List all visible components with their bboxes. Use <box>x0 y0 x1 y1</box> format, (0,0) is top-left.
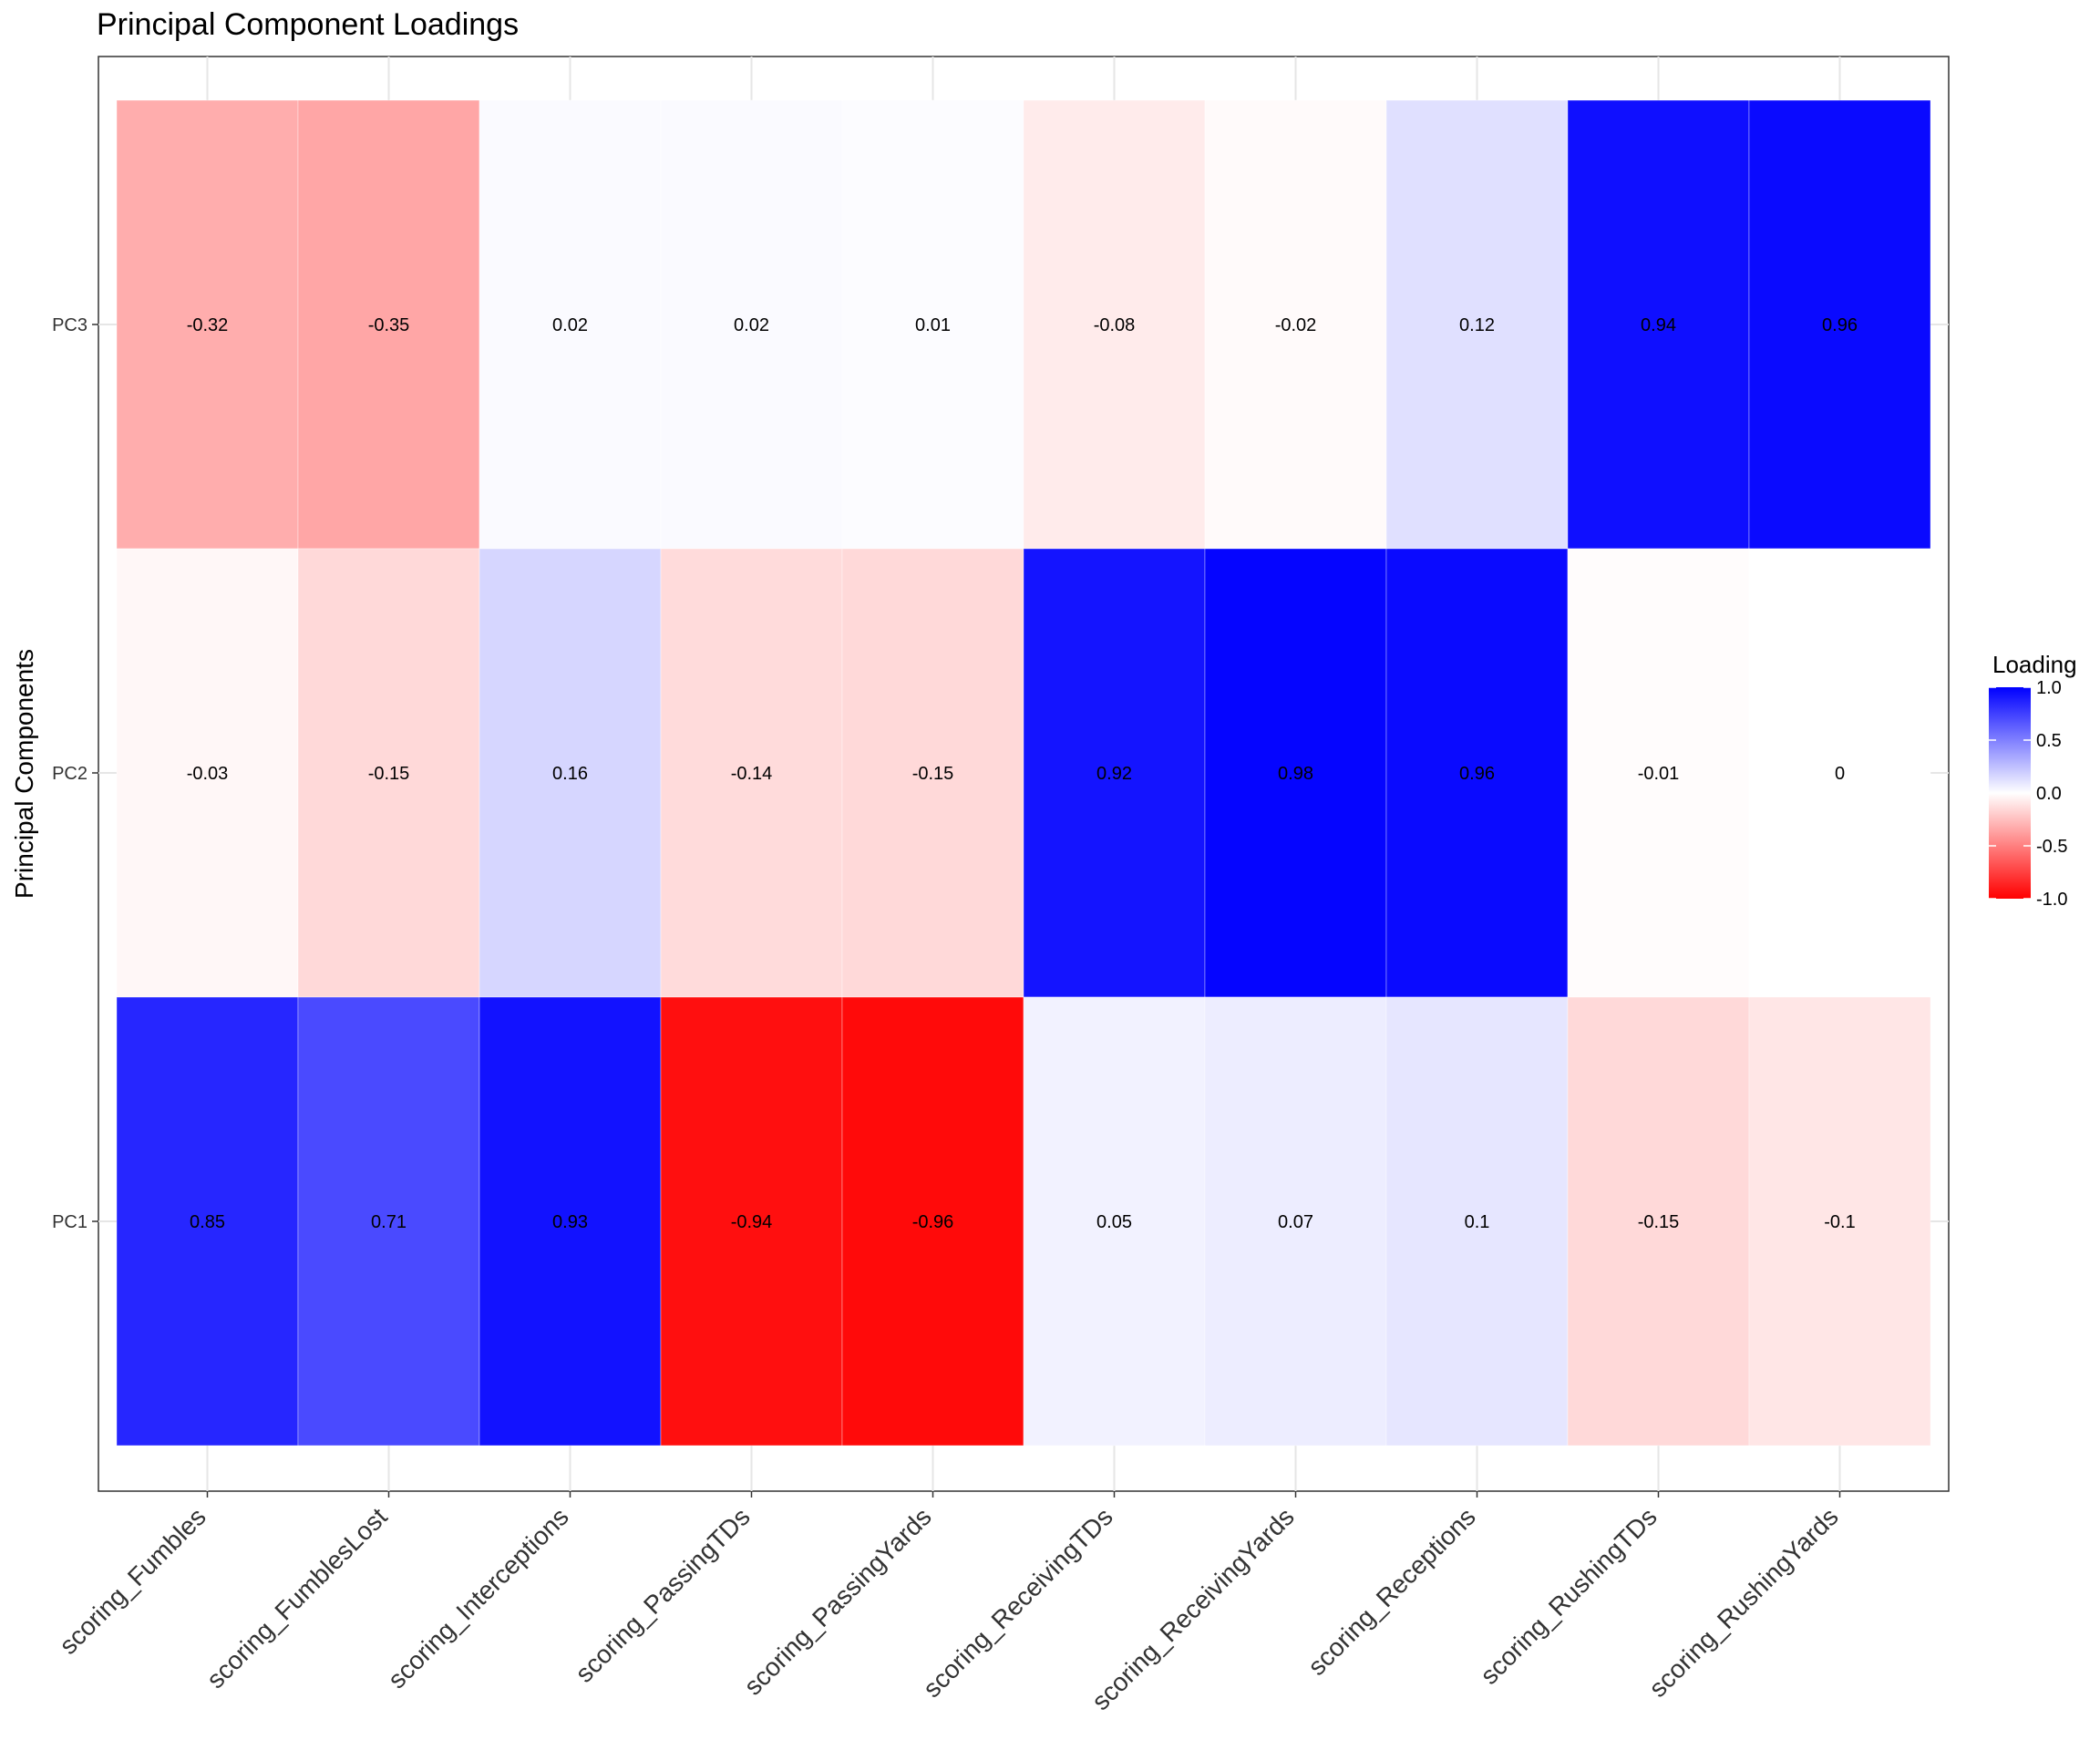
heatmap-cell-PC2-scoring_Fumbles <box>116 548 299 998</box>
cell-label-PC2-scoring_ReceivingTDs: 0.92 <box>1096 764 1132 784</box>
legend-tick-label: -0.5 <box>2036 837 2067 857</box>
heatmap-cell-PC1-scoring_Fumbles <box>116 996 299 1446</box>
chart-title: Principal Component Loadings <box>97 7 520 42</box>
y-axis-ticks: PC3 PC2 PC1 <box>52 315 98 1232</box>
cell-label-PC2-scoring_RushingYards: 0 <box>1835 764 1845 784</box>
cell-label-PC1-scoring_PassingTDs: -0.94 <box>731 1212 773 1232</box>
x-tick-label-scoring_RushingTDs: scoring_RushingTDs <box>1475 1502 1662 1690</box>
cell-label-PC2-scoring_Fumbles: -0.03 <box>187 764 229 784</box>
cell-label-PC3-scoring_RushingYards: 0.96 <box>1822 315 1858 335</box>
heatmap-cell-PC2-scoring_PassingTDs <box>660 548 843 998</box>
cell-label-PC2-scoring_PassingTDs: -0.14 <box>731 764 773 784</box>
legend-ticks: 1.0 0.5 0.0 -0.5 -1.0 <box>1989 678 2067 910</box>
heatmap-cell-PC2-scoring_Receptions <box>1385 548 1569 998</box>
heatmap-cell-PC3-scoring_ReceivingTDs <box>1023 99 1206 550</box>
cell-label-PC3-scoring_Receptions: 0.12 <box>1459 315 1495 335</box>
x-tick-label-scoring_FumblesLost: scoring_FumblesLost <box>201 1502 393 1693</box>
cell-label-PC3-scoring_ReceivingYards: -0.02 <box>1275 315 1317 335</box>
x-tick-label-scoring_PassingYards: scoring_PassingYards <box>738 1502 936 1700</box>
heatmap-cell-PC2-scoring_FumblesLost <box>297 548 480 998</box>
cell-label-PC1-scoring_ReceivingTDs: 0.05 <box>1096 1212 1132 1232</box>
heatmap-cell-PC2-scoring_PassingYards <box>841 548 1024 998</box>
heatmap-cell-PC2-scoring_RushingYards <box>1748 548 1931 998</box>
heatmap-cell-PC3-scoring_Receptions <box>1385 99 1569 550</box>
heatmap-cell-PC2-scoring_ReceivingTDs <box>1023 548 1206 998</box>
cell-label-PC1-scoring_Fumbles: 0.85 <box>190 1212 225 1232</box>
cell-label-PC3-scoring_RushingTDs: 0.94 <box>1641 315 1676 335</box>
x-tick-label-scoring_RushingYards: scoring_RushingYards <box>1643 1502 1844 1703</box>
heatmap-cell-PC2-scoring_ReceivingYards <box>1204 548 1387 998</box>
cell-label-PC1-scoring_ReceivingYards: 0.07 <box>1278 1212 1313 1232</box>
cell-label-PC3-scoring_Fumbles: -0.32 <box>187 315 229 335</box>
heatmap-cell-PC1-scoring_RushingYards <box>1748 996 1931 1446</box>
heatmap-cell-PC1-scoring_PassingTDs <box>660 996 843 1446</box>
legend-tick-label: 0.5 <box>2036 731 2062 751</box>
cell-label-PC1-scoring_RushingYards: -0.1 <box>1824 1212 1855 1232</box>
x-tick-label-scoring_PassingTDs: scoring_PassingTDs <box>570 1502 755 1687</box>
x-tick-label-scoring_Interceptions: scoring_Interceptions <box>383 1502 574 1693</box>
legend-tick-label: 1.0 <box>2036 678 2062 698</box>
heatmap-cell-PC2-scoring_Interceptions <box>479 548 662 998</box>
legend-tick-label: 0.0 <box>2036 784 2062 804</box>
cell-label-PC3-scoring_PassingTDs: 0.02 <box>734 315 769 335</box>
y-tick-label-PC2: PC2 <box>52 764 88 784</box>
cell-label-PC1-scoring_Interceptions: 0.93 <box>552 1212 588 1232</box>
heatmap-cell-PC3-scoring_RushingTDs <box>1567 99 1750 550</box>
y-tick-label-PC3: PC3 <box>52 315 88 335</box>
cell-label-PC3-scoring_ReceivingTDs: -0.08 <box>1094 315 1136 335</box>
heatmap-cell-PC3-scoring_RushingYards <box>1748 99 1931 550</box>
cell-label-PC1-scoring_PassingYards: -0.96 <box>912 1212 954 1232</box>
heatmap-cell-PC1-scoring_FumblesLost <box>297 996 480 1446</box>
x-tick-label-scoring_ReceivingTDs: scoring_ReceivingTDs <box>918 1502 1118 1703</box>
y-axis-title: Principal Components <box>10 649 38 899</box>
cell-label-PC2-scoring_FumblesLost: -0.15 <box>368 764 410 784</box>
cell-label-PC1-scoring_FumblesLost: 0.71 <box>371 1212 407 1232</box>
cell-label-PC2-scoring_ReceivingYards: 0.98 <box>1278 764 1313 784</box>
heatmap-cell-PC3-scoring_PassingTDs <box>660 99 843 550</box>
heatmap-cell-PC2-scoring_RushingTDs <box>1567 548 1750 998</box>
x-tick-label-scoring_ReceivingYards: scoring_ReceivingYards <box>1086 1502 1300 1715</box>
cell-label-PC2-scoring_RushingTDs: -0.01 <box>1638 764 1680 784</box>
heatmap-cell-PC1-scoring_RushingTDs <box>1567 996 1750 1446</box>
legend-title: Loading <box>1992 651 2077 678</box>
cell-label-PC2-scoring_Receptions: 0.96 <box>1459 764 1495 784</box>
cell-label-PC3-scoring_PassingYards: 0.01 <box>915 315 951 335</box>
heatmap-cell-PC3-scoring_FumblesLost <box>297 99 480 550</box>
cell-label-PC3-scoring_Interceptions: 0.02 <box>552 315 588 335</box>
heatmap-cell-PC3-scoring_ReceivingYards <box>1204 99 1387 550</box>
heatmap-cell-PC1-scoring_ReceivingTDs <box>1023 996 1206 1446</box>
cell-label-PC1-scoring_RushingTDs: -0.15 <box>1638 1212 1680 1232</box>
cell-label-PC1-scoring_Receptions: 0.1 <box>1465 1212 1490 1232</box>
cell-labels: -0.32 -0.35 0.02 0.02 0.01 -0.08 -0.02 0.12 0.94… <box>187 315 1858 1232</box>
legend-tick-label: -1.0 <box>2036 890 2067 910</box>
x-tick-label-scoring_Fumbles: scoring_Fumbles <box>54 1502 211 1660</box>
heatmap-cell-PC3-scoring_Interceptions <box>479 99 662 550</box>
heatmap-cell-PC1-scoring_ReceivingYards <box>1204 996 1387 1446</box>
y-tick-label-PC1: PC1 <box>52 1212 88 1232</box>
x-axis-ticks: scoring_Fumblesscoring_FumblesLostscorin… <box>54 1491 1844 1715</box>
x-tick-label-scoring_Receptions: scoring_Receptions <box>1302 1502 1481 1681</box>
cell-label-PC3-scoring_FumblesLost: -0.35 <box>368 315 410 335</box>
heatmap-cell-PC3-scoring_PassingYards <box>841 99 1024 550</box>
cell-label-PC2-scoring_Interceptions: 0.16 <box>552 764 588 784</box>
cell-label-PC2-scoring_PassingYards: -0.15 <box>912 764 954 784</box>
legend: Loading 1.0 0.5 0.0 -0.5 -1.0 <box>1989 651 2077 910</box>
heatmap-cell-PC1-scoring_PassingYards <box>841 996 1024 1446</box>
heatmap-cells <box>116 99 1931 1446</box>
